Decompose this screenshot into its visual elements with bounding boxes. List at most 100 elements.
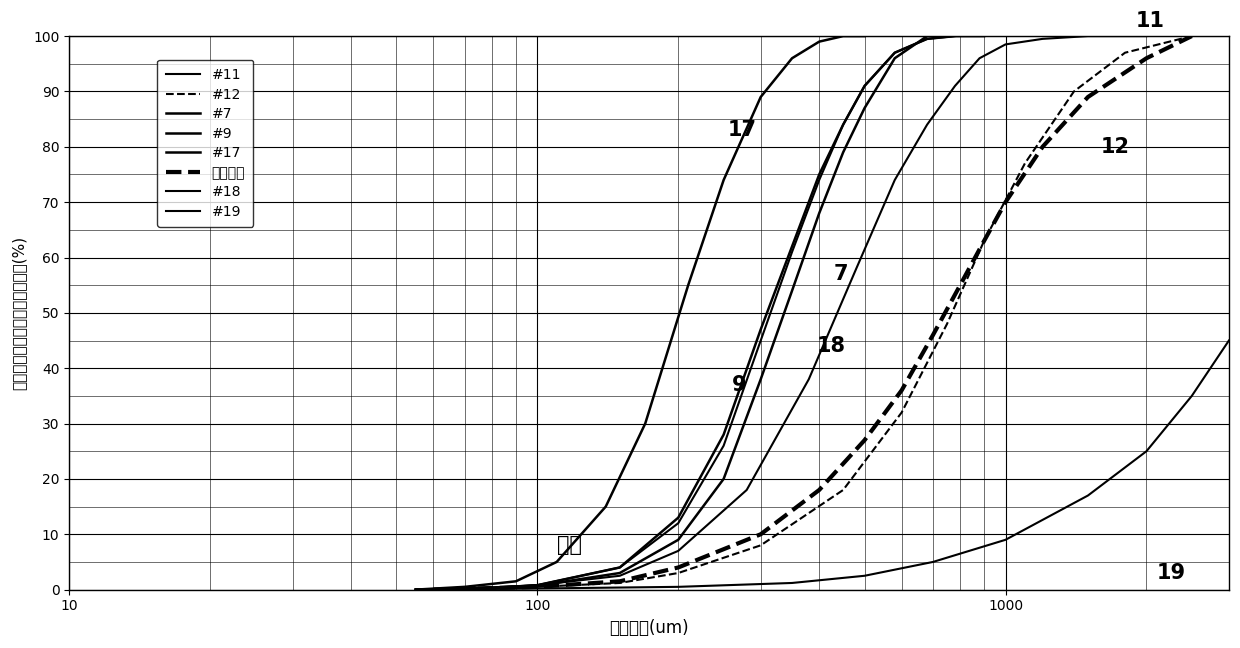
- #12: [1184, 32, 1199, 40]
- #17: [753, 93, 768, 101]
- Text: 11: 11: [1136, 10, 1166, 30]
- #9: [408, 586, 423, 594]
- #18: [671, 519, 686, 527]
- X-axis label: 粒径尺寸(um): 粒径尺寸(um): [609, 619, 689, 637]
- #19: [1221, 337, 1236, 345]
- #9: [529, 582, 544, 590]
- #9: [920, 32, 935, 40]
- #11: [739, 486, 754, 494]
- #18: [753, 337, 768, 345]
- Text: 19: 19: [1157, 563, 1185, 583]
- 标准砂样: [952, 281, 967, 289]
- 标准砂样: [1035, 143, 1050, 151]
- #11: [1140, 32, 1154, 40]
- Line: 标准砂样: 标准砂样: [434, 36, 1192, 590]
- 标准砂样: [427, 586, 441, 594]
- #11: [998, 41, 1013, 49]
- #12: [1117, 49, 1132, 56]
- 标准砂样: [529, 583, 544, 591]
- #17: [458, 583, 472, 591]
- #9: [717, 475, 732, 483]
- #18: [613, 564, 627, 572]
- #11: [529, 581, 544, 589]
- #19: [529, 584, 544, 592]
- #7: [920, 35, 935, 43]
- #19: [1184, 392, 1199, 400]
- #19: [857, 572, 872, 580]
- Line: #18: #18: [415, 36, 955, 590]
- #7: [977, 32, 992, 40]
- #12: [977, 237, 992, 245]
- 标准砂样: [977, 237, 992, 245]
- #18: [812, 176, 827, 184]
- #11: [671, 547, 686, 555]
- #12: [940, 320, 955, 328]
- 标准砂样: [998, 198, 1013, 206]
- #18: [408, 586, 423, 594]
- #11: [947, 82, 962, 90]
- #11: [849, 264, 864, 272]
- #17: [408, 586, 423, 594]
- Line: #17: #17: [415, 36, 864, 590]
- #11: [801, 375, 816, 383]
- #12: [471, 584, 486, 592]
- #12: [1018, 159, 1033, 167]
- #19: [925, 558, 940, 566]
- #18: [947, 32, 962, 40]
- #17: [637, 420, 652, 428]
- Line: #12: #12: [415, 36, 1192, 590]
- #9: [785, 287, 800, 295]
- #18: [836, 121, 851, 128]
- #12: [408, 586, 423, 594]
- 标准砂样: [671, 564, 686, 572]
- #7: [529, 581, 544, 589]
- #11: [1080, 32, 1095, 40]
- #11: [888, 176, 903, 184]
- Text: 17: 17: [728, 120, 756, 140]
- #7: [836, 121, 851, 128]
- 标准砂样: [812, 486, 827, 494]
- #9: [485, 584, 500, 592]
- #18: [785, 248, 800, 256]
- #19: [427, 586, 441, 594]
- #18: [888, 49, 903, 56]
- 标准砂样: [894, 386, 909, 394]
- #17: [812, 38, 827, 45]
- #19: [1140, 447, 1154, 455]
- #12: [753, 542, 768, 550]
- #11: [920, 121, 935, 128]
- #12: [894, 409, 909, 417]
- #7: [812, 170, 827, 178]
- 标准砂样: [1184, 32, 1199, 40]
- #12: [529, 583, 544, 591]
- #12: [1066, 87, 1081, 95]
- Y-axis label: 通过相应筛网尺寸的介质百分比(%): 通过相应筛网尺寸的介质百分比(%): [11, 236, 26, 390]
- #7: [857, 82, 872, 90]
- #17: [549, 558, 564, 566]
- #7: [717, 431, 732, 439]
- #7: [888, 49, 903, 56]
- #9: [613, 569, 627, 577]
- Legend: #11, #12, #7, #9, #17, 标准砂样, #18, #19: #11, #12, #7, #9, #17, 标准砂样, #18, #19: [157, 60, 253, 227]
- Text: 12: 12: [1101, 137, 1130, 157]
- #11: [972, 54, 987, 62]
- #19: [1080, 492, 1095, 500]
- #9: [671, 536, 686, 544]
- #9: [857, 104, 872, 112]
- #18: [485, 584, 500, 592]
- #17: [717, 176, 732, 184]
- #7: [753, 325, 768, 333]
- #11: [408, 586, 423, 594]
- #18: [920, 35, 935, 43]
- #19: [998, 536, 1013, 544]
- #17: [599, 503, 614, 511]
- #18: [857, 82, 872, 90]
- #19: [785, 579, 800, 587]
- #18: [717, 442, 732, 450]
- Text: 标准: 标准: [557, 535, 582, 555]
- #9: [888, 54, 903, 62]
- 标准砂样: [753, 530, 768, 538]
- Line: #7: #7: [415, 36, 985, 590]
- #12: [836, 486, 851, 494]
- #7: [613, 564, 627, 572]
